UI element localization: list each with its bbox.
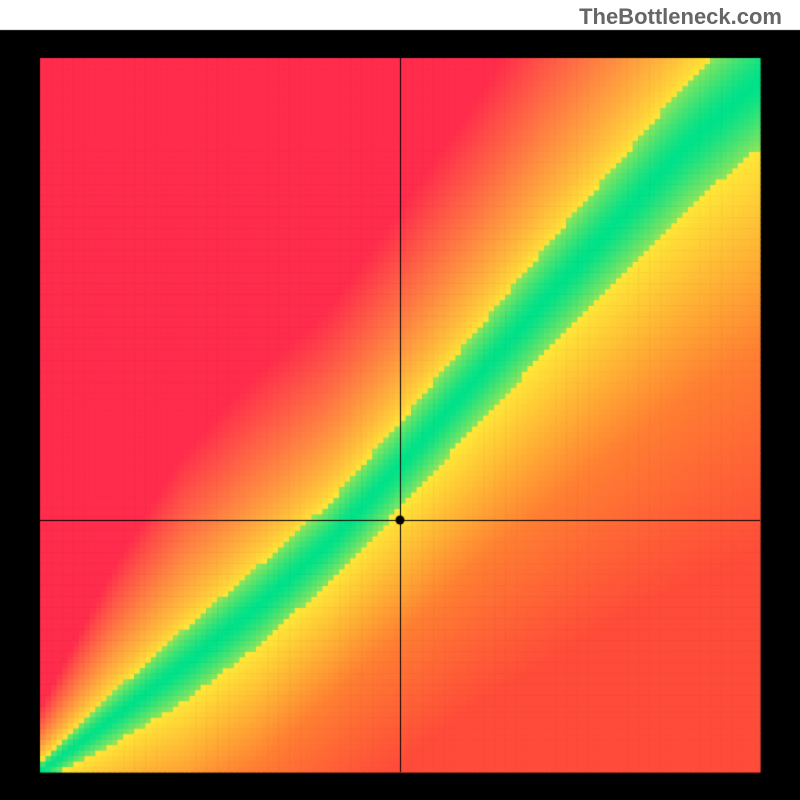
watermark-text: TheBottleneck.com xyxy=(579,4,782,30)
bottleneck-heatmap xyxy=(0,0,800,800)
